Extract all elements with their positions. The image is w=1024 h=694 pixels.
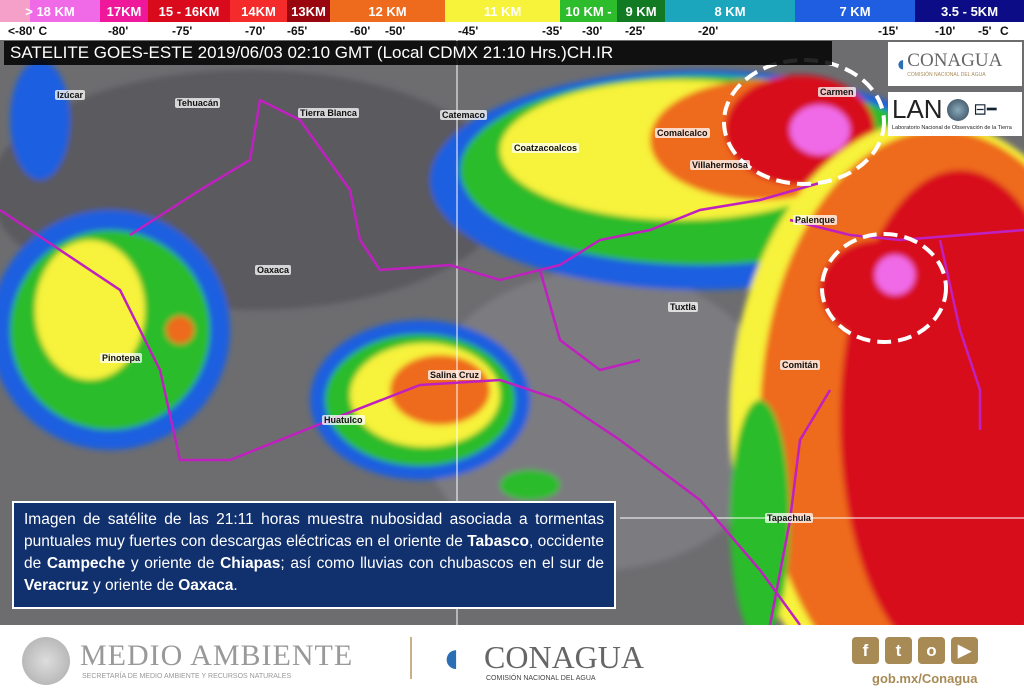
- conagua-logo: ◖ CONAGUA COMISIÓN NACIONAL DEL AGUA: [888, 42, 1022, 86]
- earth-icon: [947, 98, 970, 121]
- image-title: SATELITE GOES-ESTE 2019/06/03 02:10 GMT …: [4, 41, 832, 65]
- temperature-label: -10': [935, 24, 956, 38]
- temperature-label: -35': [542, 24, 563, 38]
- temperature-label: C: [1000, 24, 1009, 38]
- city-label: Tehuacán: [175, 98, 221, 108]
- legend-band: 7 KM: [795, 0, 915, 22]
- city-label: Catemaco: [440, 110, 488, 120]
- conagua-logo-text: CONAGUA: [484, 639, 644, 675]
- legend-band: 13KM: [287, 0, 330, 22]
- description-box: Imagen de satélite de las 21:11 horas mu…: [12, 501, 616, 609]
- temperature-label: -80': [108, 24, 129, 38]
- temperature-label: -45': [458, 24, 479, 38]
- lano-logo: LAN ⊟━ Laboratorio Nacional de Observaci…: [888, 92, 1022, 136]
- legend-band: > 18 KM: [0, 0, 100, 22]
- description-text: Oaxaca: [178, 577, 234, 594]
- description-text: Veracruz: [24, 577, 89, 594]
- city-label: Pinotepa: [100, 353, 143, 363]
- website-link[interactable]: gob.mx/Conagua: [872, 671, 978, 686]
- description-text: , occidente de: [24, 533, 604, 572]
- storm-highlight-chiapas: [820, 232, 948, 344]
- city-label: Comalcalco: [655, 128, 710, 138]
- temperature-label: -5': [978, 24, 992, 38]
- description-text: ; así como lluvias con chubascos en el s…: [280, 555, 605, 572]
- temperature-label: -60': [350, 24, 371, 38]
- city-label: Izúcar: [55, 90, 86, 100]
- storm-highlight-tabasco: [722, 58, 886, 186]
- temperature-label: -70': [245, 24, 266, 38]
- description-text: y oriente de: [88, 577, 179, 594]
- instagram-icon[interactable]: o: [918, 637, 945, 664]
- temperature-label: -65': [287, 24, 308, 38]
- conagua-subtext: COMISIÓN NACIONAL DEL AGUA: [486, 675, 596, 682]
- city-label: Comitán: [780, 360, 820, 370]
- temperature-label: -50': [385, 24, 406, 38]
- temperature-label: -75': [172, 24, 193, 38]
- city-label: Salina Cruz: [428, 370, 482, 380]
- logo-subtext: COMISIÓN NACIONAL DEL AGUA: [907, 72, 986, 78]
- legend-band: 15 - 16KM: [148, 0, 230, 22]
- temperature-label: -25': [625, 24, 646, 38]
- footer: MEDIO AMBIENTE SECRETARÍA DE MEDIO AMBIE…: [0, 625, 1024, 694]
- conagua-wave-icon: ◖: [894, 51, 908, 76]
- youtube-icon[interactable]: ▶: [951, 637, 978, 664]
- logo-text: LAN: [892, 94, 943, 124]
- description-text: Imagen de satélite de las 21:11 horas mu…: [24, 511, 604, 550]
- altitude-legend: > 18 KM 17KM 15 - 16KM 14KM 13KM 12 KM 11 KM 10…: [0, 0, 1024, 22]
- twitter-icon[interactable]: t: [885, 637, 912, 664]
- semarnat-subtext: SECRETARÍA DE MEDIO AMBIENTE Y RECURSOS …: [82, 673, 292, 680]
- legend-band: 3.5 - 5KM: [915, 0, 1024, 22]
- state-borders: [0, 98, 1024, 625]
- legend-band: 14KM: [230, 0, 287, 22]
- city-label: Tuxtla: [668, 302, 698, 312]
- legend-band: 10 KM -: [560, 0, 617, 22]
- description-text: .: [233, 577, 238, 594]
- description-text: Tabasco: [467, 533, 529, 550]
- city-label: Tapachula: [765, 513, 813, 523]
- city-label: Tierra Blanca: [298, 108, 359, 118]
- city-label: Carmen: [818, 87, 856, 97]
- temperature-label: -15': [878, 24, 899, 38]
- logo-text: CONAGUA: [907, 50, 1003, 71]
- semarnat-logo-text: MEDIO AMBIENTE: [80, 639, 354, 672]
- legend-band: 11 KM: [445, 0, 560, 22]
- city-label: Coatzacoalcos: [512, 143, 580, 153]
- city-label: Palenque: [793, 215, 838, 225]
- temperature-label: <-80' C: [8, 24, 48, 38]
- satellite-icon: ⊟━: [973, 101, 997, 119]
- description-text: Chiapas: [220, 555, 281, 572]
- conagua-wave-icon: ◖: [438, 633, 465, 682]
- temperature-scale: <-80' C -80' -75' -70' -65' -60' -50' -45' -35' -…: [0, 22, 1024, 40]
- legend-band: 8 KM: [665, 0, 795, 22]
- city-label: Villahermosa: [690, 160, 750, 170]
- temperature-label: -30': [582, 24, 603, 38]
- legend-band: 17KM: [100, 0, 148, 22]
- city-label: Oaxaca: [255, 265, 292, 275]
- divider: [410, 637, 412, 679]
- satellite-map: Izúcar Tehuacán Tierra Blanca Catemaco Coatz…: [0, 40, 1024, 625]
- city-label: Huatulco: [322, 415, 365, 425]
- description-text: Campeche: [46, 555, 126, 572]
- facebook-icon[interactable]: f: [852, 637, 879, 664]
- legend-band: 12 KM: [330, 0, 445, 22]
- legend-band: 9 KM: [617, 0, 665, 22]
- temperature-label: -20': [698, 24, 719, 38]
- logo-subtext: Laboratorio Nacional de Observación de l…: [892, 125, 1012, 131]
- mexico-seal-icon: [22, 637, 70, 685]
- description-text: y oriente de: [125, 555, 221, 572]
